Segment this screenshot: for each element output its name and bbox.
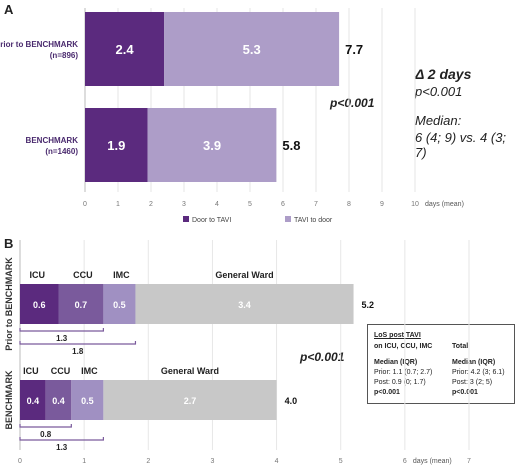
segment-name-label: General Ward [215, 270, 273, 280]
legend-label-door-to-tavi: Door to TAVI [192, 217, 231, 224]
bracket-line [19, 437, 104, 441]
bar-value-label: 0.7 [75, 300, 88, 310]
segment-name-label: IMC [81, 366, 98, 376]
x-tick-label: 8 [347, 201, 351, 208]
x-tick-label: 3 [182, 201, 186, 208]
x-tick-label: 1 [82, 458, 86, 465]
x-tick-label: 7 [314, 201, 318, 208]
legend-swatch-tavi-to-door [285, 216, 291, 222]
bracket-line [19, 341, 137, 345]
x-axis-title: days (mean) [413, 458, 452, 465]
segment-name-label: ICU [29, 270, 45, 280]
segment-name-label: IMC [113, 270, 130, 280]
los-col2-header: Median (IQR) [452, 359, 496, 366]
x-tick-label: 2 [146, 458, 150, 465]
los-prior-critical: Prior: 1.1 (0.7; 2.7) [374, 369, 433, 376]
bar-value-label: 0.5 [81, 396, 94, 406]
bar-value-label: 3.4 [238, 300, 251, 310]
delta-label: Δ 2 days [415, 66, 472, 82]
x-tick-label: 10 [411, 201, 419, 208]
median-label: Median: [415, 113, 462, 128]
bracket-label: 1.3 [56, 334, 68, 343]
bar-value-label: 2.7 [184, 396, 197, 406]
x-tick-label: 5 [248, 201, 252, 208]
los-box-total-header: Total [452, 343, 469, 350]
bar-value-label: 0.4 [27, 396, 40, 406]
median-values: 6 (4; 9) vs. 4 (3; 7) [415, 130, 507, 160]
length-of-stay-chart: 0.6 0.7 0.5 3.4 ICU CCU IMC General Ward 5.2 Prio… [4, 240, 471, 465]
x-tick-label: 1 [116, 201, 120, 208]
los-box-subtitle: on ICU, CCU, IMC [374, 343, 433, 350]
bar-ccu [58, 284, 104, 324]
category-label: Prior to BENCHMARK [0, 40, 78, 49]
x-axis-title: days (mean) [425, 201, 464, 208]
bracket-label: 0.8 [40, 430, 52, 439]
category-label: BENCHMARK [4, 370, 14, 429]
bracket-label: 1.3 [56, 443, 68, 452]
bar-general-ward [135, 284, 354, 324]
panel-b-p-value: p<0.001 [300, 350, 345, 364]
panel-a-letter: A [4, 2, 14, 17]
los-post-total: Post: 3 (2; 5) [452, 379, 493, 386]
panel-a-p-value: p<0.001 [330, 96, 375, 110]
los-p-critical: p<0.001 [374, 389, 400, 396]
bar-value-label: 2.4 [116, 42, 135, 57]
los-post-critical: Post: 0.9 (0; 1.7) [374, 379, 426, 386]
los-box-title: LoS post TAVI [374, 332, 421, 339]
bar-tavi-to-door [164, 12, 340, 86]
category-label: BENCHMARK [26, 136, 79, 145]
delta-p-value: p<0.001 [415, 84, 463, 99]
bar-value-label: 1.9 [107, 138, 125, 153]
x-tick-label: 6 [403, 458, 407, 465]
bar-total-label: 5.8 [282, 138, 300, 153]
x-tick-label: 4 [215, 201, 219, 208]
x-tick-label: 4 [275, 458, 279, 465]
bar-value-label: 0.4 [52, 396, 65, 406]
bar-ccu [45, 380, 72, 420]
segment-name-label: General Ward [161, 366, 219, 376]
x-tick-label: 0 [83, 201, 87, 208]
bar-door-to-tavi [85, 108, 148, 182]
door-to-door-chart: 2.4 5.3 7.7 Prior to BENCHMARK (n=896) 1.9 3.9… [0, 8, 464, 224]
x-tick-label: 7 [467, 458, 471, 465]
los-p-total: p<0.001 [452, 389, 478, 396]
x-tick-label: 2 [149, 201, 153, 208]
x-tick-label: 3 [210, 458, 214, 465]
bar-total-label: 5.2 [362, 300, 375, 310]
bracket-label: 1.8 [72, 347, 84, 356]
bracket-line [19, 424, 72, 428]
bar-value-label: 0.5 [113, 300, 126, 310]
category-sublabel: (n=1460) [45, 147, 78, 156]
panel-b-letter: B [4, 236, 14, 251]
bar-door-to-tavi [85, 12, 165, 86]
bar-icu [20, 380, 46, 420]
los-box: LoS post TAVI on ICU, CCU, IMC Total Med… [367, 324, 515, 404]
bar-tavi-to-door [147, 108, 277, 182]
bar-value-label: 3.9 [203, 138, 221, 153]
bar-total-label: 7.7 [345, 42, 363, 57]
bar-value-label: 0.6 [33, 300, 46, 310]
category-sublabel: (n=896) [50, 51, 79, 60]
bracket-line [19, 328, 104, 332]
bar-general-ward [103, 380, 277, 420]
segment-name-label: CCU [51, 366, 71, 376]
bar-total-label: 4.0 [285, 396, 298, 406]
segment-name-label: CCU [73, 270, 93, 280]
category-label: Prior to BENCHMARK [4, 257, 14, 351]
bar-imc [71, 380, 104, 420]
bar-imc [103, 284, 136, 324]
bar-icu [20, 284, 59, 324]
los-prior-total: Prior: 4.2 (3; 6.1) [452, 369, 505, 376]
segment-name-label: ICU [23, 366, 39, 376]
x-tick-label: 9 [380, 201, 384, 208]
x-tick-label: 6 [281, 201, 285, 208]
legend-label-tavi-to-door: TAVI to door [294, 217, 333, 224]
bar-value-label: 5.3 [243, 42, 261, 57]
los-col1-header: Median (IQR) [374, 359, 418, 366]
x-tick-label: 5 [339, 458, 343, 465]
legend-swatch-door-to-tavi [183, 216, 189, 222]
x-tick-label: 0 [18, 458, 22, 465]
